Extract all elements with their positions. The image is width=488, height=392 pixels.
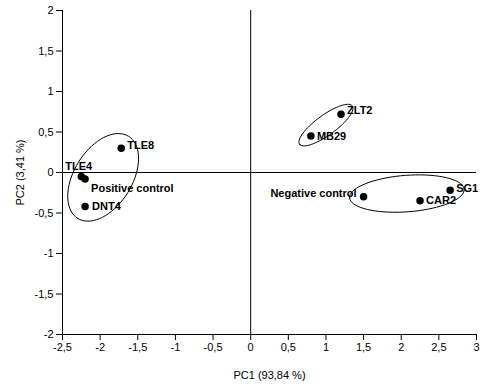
svg-text:MB29: MB29 bbox=[317, 130, 346, 142]
svg-text:-2: -2 bbox=[95, 341, 105, 353]
svg-text:Positive control: Positive control bbox=[91, 182, 174, 194]
svg-text:0: 0 bbox=[47, 166, 53, 178]
svg-text:TLE8: TLE8 bbox=[127, 139, 154, 151]
svg-text:1: 1 bbox=[47, 85, 53, 97]
svg-text:0,5: 0,5 bbox=[38, 126, 53, 138]
svg-text:2,5: 2,5 bbox=[431, 341, 446, 353]
svg-text:-0,5: -0,5 bbox=[204, 341, 223, 353]
svg-text:SG1: SG1 bbox=[456, 182, 478, 194]
svg-text:2: 2 bbox=[47, 4, 53, 16]
svg-text:-2,5: -2,5 bbox=[53, 341, 72, 353]
svg-text:1,5: 1,5 bbox=[38, 45, 53, 57]
svg-text:-2: -2 bbox=[44, 328, 54, 340]
svg-text:PC2 (3,41 %): PC2 (3,41 %) bbox=[14, 139, 26, 205]
svg-text:CAR2: CAR2 bbox=[426, 194, 456, 206]
svg-text:TLE4: TLE4 bbox=[65, 160, 93, 172]
svg-text:-1,5: -1,5 bbox=[35, 288, 54, 300]
svg-text:DNT4: DNT4 bbox=[92, 200, 122, 212]
svg-text:-1: -1 bbox=[171, 341, 181, 353]
svg-text:1: 1 bbox=[323, 341, 329, 353]
svg-text:0,5: 0,5 bbox=[281, 341, 296, 353]
svg-text:-1,5: -1,5 bbox=[128, 341, 147, 353]
svg-text:PC1 (93,84 %): PC1 (93,84 %) bbox=[233, 369, 305, 381]
svg-text:-1: -1 bbox=[44, 247, 54, 259]
svg-text:-0,5: -0,5 bbox=[35, 207, 54, 219]
svg-text:3: 3 bbox=[473, 341, 479, 353]
svg-text:2: 2 bbox=[398, 341, 404, 353]
svg-text:Negative control: Negative control bbox=[270, 187, 356, 199]
svg-text:0: 0 bbox=[248, 341, 254, 353]
svg-text:ZLT2: ZLT2 bbox=[347, 104, 372, 116]
svg-text:1,5: 1,5 bbox=[356, 341, 371, 353]
